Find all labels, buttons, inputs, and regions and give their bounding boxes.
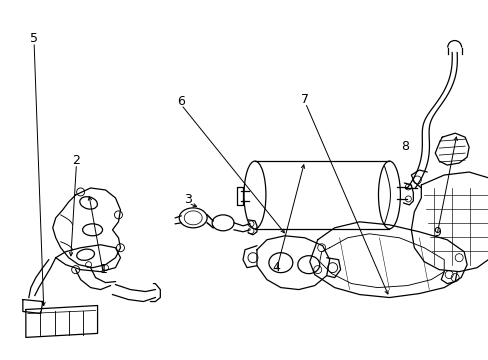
Text: 3: 3 xyxy=(184,193,192,206)
Text: 9: 9 xyxy=(432,226,440,239)
Text: 8: 8 xyxy=(401,140,408,153)
Text: 7: 7 xyxy=(301,93,309,106)
Text: 6: 6 xyxy=(177,95,185,108)
Text: 1: 1 xyxy=(99,263,107,276)
Text: 4: 4 xyxy=(272,261,280,274)
Text: 5: 5 xyxy=(30,32,38,45)
Text: 2: 2 xyxy=(72,154,80,167)
